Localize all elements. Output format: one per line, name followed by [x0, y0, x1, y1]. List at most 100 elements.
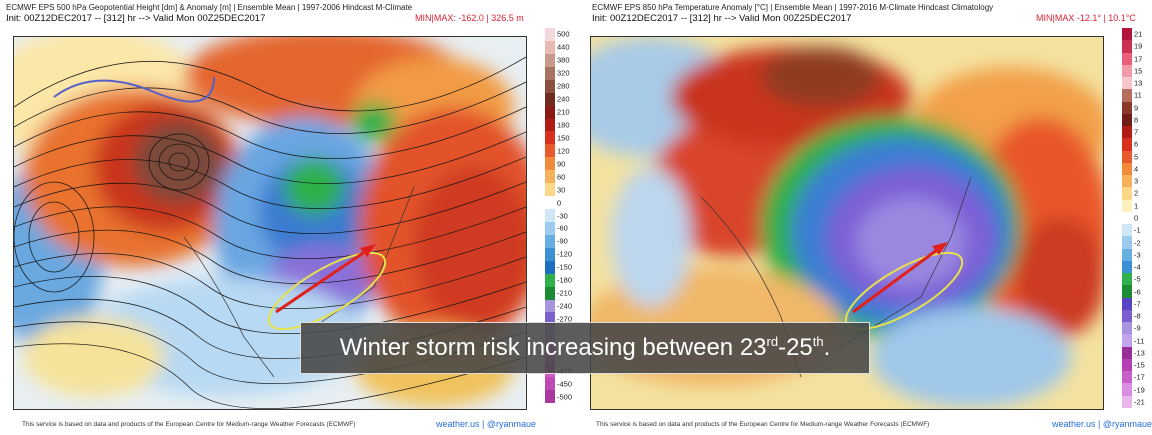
colorbar-label: -150: [557, 262, 573, 272]
colorbar-label: -7: [1134, 299, 1141, 309]
colorbar-label: -450: [557, 379, 573, 389]
colorbar-swatch: [545, 92, 555, 107]
colorbar-swatch: [1122, 101, 1132, 115]
colorbar-swatch: [1122, 334, 1132, 348]
colorbar-label: 1: [1134, 201, 1139, 211]
colorbar-label: 90: [557, 159, 566, 169]
colorbar-label: -21: [1134, 397, 1145, 407]
colorbar-swatch: [1122, 371, 1132, 384]
left-footer-credit: This service is based on data and produc…: [22, 421, 356, 428]
colorbar-swatch: [545, 170, 555, 184]
colorbar-label: -5: [1134, 274, 1141, 284]
colorbar-label: 11: [1134, 90, 1142, 100]
colorbar-swatch: [545, 79, 555, 94]
left-storm-ellipse: [267, 251, 387, 331]
colorbar-swatch: [545, 209, 555, 223]
colorbar-label: -15: [1134, 360, 1145, 370]
colorbar-swatch: [1122, 162, 1132, 176]
colorbar-swatch: [1122, 346, 1132, 360]
colorbar-label: 0: [557, 198, 562, 208]
colorbar-label: 2: [1134, 188, 1139, 198]
colorbar-swatch: [545, 40, 555, 55]
colorbar-label: 150: [557, 133, 570, 143]
colorbar-swatch: [1122, 77, 1132, 90]
storm-risk-text: Winter storm risk increasing between 23r…: [339, 334, 831, 361]
colorbar-label: 5: [1134, 152, 1139, 162]
colorbar-label: -1: [1134, 225, 1141, 235]
colorbar-swatch: [545, 273, 555, 288]
colorbar-label: 3: [1134, 176, 1139, 186]
colorbar-label: 60: [557, 172, 566, 182]
colorbar-label: -9: [1134, 323, 1141, 333]
colorbar-label: -30: [557, 211, 568, 220]
colorbar-label: 6: [1134, 139, 1139, 149]
colorbar-swatch: [1122, 64, 1132, 78]
colorbar-label: 180: [557, 120, 570, 130]
colorbar-label: 280: [557, 81, 570, 91]
right-anomaly-map: [590, 36, 1104, 410]
colorbar-swatch: [1122, 40, 1132, 53]
colorbar-swatch: [1122, 187, 1132, 201]
colorbar-swatch: [545, 260, 555, 275]
colorbar-label: 17: [1134, 54, 1143, 64]
colorbar-swatch: [1122, 89, 1132, 103]
colorbar-swatch: [1122, 260, 1132, 274]
left-storm-arrow: [275, 247, 370, 314]
colorbar-swatch: [545, 221, 555, 236]
colorbar-label: 15: [1134, 66, 1143, 76]
right-brand-link[interactable]: weather.us | @ryanmaue: [1052, 419, 1152, 429]
right-init-valid-time: Init: 00Z12DEC2017 -- [312] hr --> Valid…: [592, 13, 852, 24]
colorbar-label: -90: [557, 236, 568, 246]
right-map-graphic: [591, 37, 1103, 409]
left-map-title: ECMWF EPS 500 hPa Geopotential Height [d…: [6, 3, 413, 12]
colorbar-swatch: [545, 118, 555, 132]
left-panel-500hpa: ECMWF EPS 500 hPa Geopotential Height [d…: [6, 3, 573, 429]
colorbar-label: -19: [1134, 385, 1145, 395]
right-storm-arrow: [852, 245, 942, 314]
colorbar-swatch: [545, 53, 555, 68]
colorbar-label: -60: [557, 223, 568, 233]
colorbar-swatch: [545, 183, 555, 197]
colorbar-swatch: [1122, 309, 1132, 323]
colorbar-swatch: [545, 247, 555, 262]
colorbar-label: -11: [1134, 336, 1145, 346]
colorbar-swatch: [1122, 28, 1132, 41]
colorbar-label: 210: [557, 107, 570, 117]
colorbar-label: 7: [1134, 127, 1139, 137]
colorbar-label: -17: [1134, 372, 1145, 382]
colorbar-swatch: [545, 196, 555, 210]
colorbar-swatch: [1122, 248, 1132, 262]
left-brand-link[interactable]: weather.us | @ryanmaue: [436, 419, 537, 429]
colorbar-label: 120: [557, 146, 570, 156]
left-init-valid-time: Init: 00Z12DEC2017 -- [312] hr --> Valid…: [6, 13, 266, 24]
colorbar-swatch: [1122, 211, 1132, 225]
colorbar-label: 320: [557, 68, 570, 78]
storm-risk-banner: Winter storm risk increasing between 23r…: [300, 322, 870, 374]
right-footer-credit: This service is based on data and produc…: [596, 421, 930, 428]
colorbar-swatch: [1122, 395, 1132, 409]
colorbar-label: 30: [557, 185, 566, 195]
colorbar-label: -6: [1134, 287, 1141, 297]
colorbar-label: -210: [557, 288, 573, 298]
colorbar-swatch: [1122, 138, 1132, 152]
colorbar-swatch: [545, 286, 555, 301]
colorbar-swatch: [1122, 175, 1132, 188]
colorbar-swatch: [1122, 126, 1132, 139]
colorbar-label: 380: [557, 55, 570, 65]
colorbar-label: 4: [1134, 164, 1139, 174]
colorbar-label: 0: [1134, 213, 1139, 223]
colorbar-swatch: [1122, 297, 1132, 311]
colorbar-swatch: [1122, 285, 1132, 299]
colorbar-swatch: [545, 312, 555, 326]
colorbar-swatch: [1122, 224, 1132, 237]
colorbar-swatch: [1122, 236, 1132, 250]
colorbar-label: 240: [557, 94, 570, 104]
colorbar-label: -180: [557, 275, 573, 285]
colorbar-swatch: [545, 234, 555, 249]
left-min-max: MIN|MAX: -162.0 | 326.5 m: [415, 13, 524, 23]
colorbar-label: 19: [1134, 41, 1143, 51]
colorbar-label: -13: [1134, 348, 1145, 358]
colorbar-swatch: [545, 144, 555, 158]
colorbar-swatch: [545, 390, 555, 404]
colorbar-swatch: [545, 66, 555, 81]
